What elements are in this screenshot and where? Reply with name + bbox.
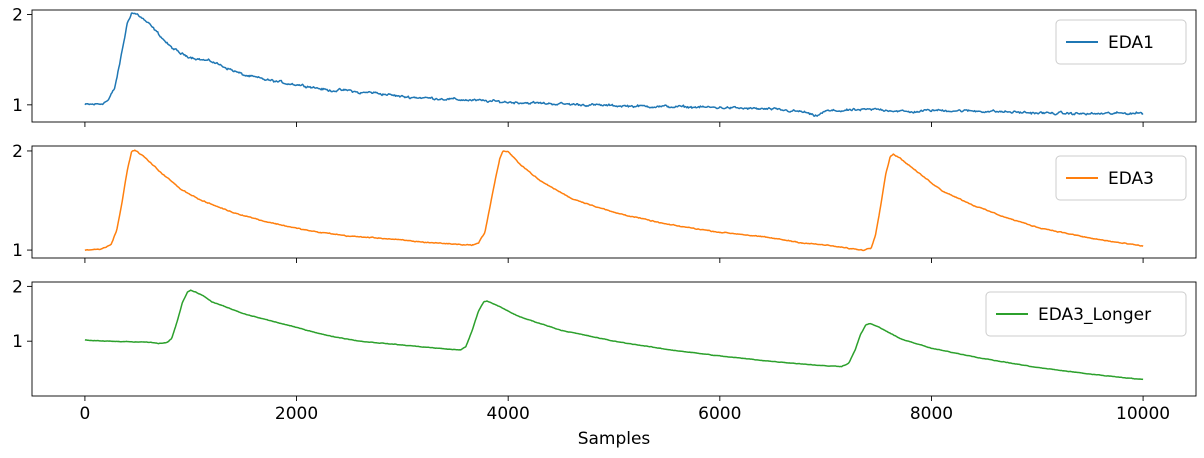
x-tick-label: 2000 — [275, 404, 318, 424]
legend-label-EDA3_Longer: EDA3_Longer — [1038, 305, 1151, 325]
y-tick-label: 2 — [12, 6, 23, 26]
legend-box — [1055, 19, 1187, 65]
y-tick-label: 2 — [12, 277, 23, 297]
subplot-1: 1 2 EDA1 — [12, 6, 1197, 127]
series-line-EDA1 — [84, 12, 1144, 117]
axes-frame — [31, 281, 1197, 397]
subplot-2: 1 2 EDA3 — [12, 142, 1197, 263]
x-tick-label: 10000 — [1116, 404, 1170, 424]
legend-box — [1055, 155, 1187, 201]
x-tick-label: 6000 — [698, 404, 741, 424]
legend-label-EDA3: EDA3 — [1108, 169, 1154, 189]
legend-label-EDA1: EDA1 — [1108, 33, 1154, 53]
legend: EDA3 — [1055, 155, 1187, 201]
subplot-3: 1 2 0 2000 4000 6000 8000 10000 Samples EDA3_Long… — [12, 277, 1197, 449]
legend: EDA3_Longer — [985, 291, 1187, 337]
axes-frame — [31, 145, 1197, 259]
x-tick-label: 0 — [79, 404, 90, 424]
x-axis-label: Samples — [578, 429, 651, 449]
series-line-EDA3 — [84, 149, 1144, 252]
legend-box — [985, 291, 1187, 337]
y-tick-label: 2 — [12, 142, 23, 162]
x-tick-label: 8000 — [910, 404, 953, 424]
y-tick-label: 1 — [12, 332, 23, 352]
axes-frame — [31, 9, 1197, 123]
legend: EDA1 — [1055, 19, 1187, 65]
x-tick-label: 4000 — [487, 404, 530, 424]
series-line-EDA3_Longer — [84, 289, 1144, 381]
y-tick-label: 1 — [12, 96, 23, 116]
y-tick-label: 1 — [12, 241, 23, 261]
